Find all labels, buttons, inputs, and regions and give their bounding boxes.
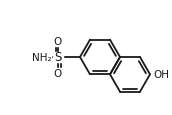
Text: NH₂: NH₂ bbox=[32, 53, 52, 62]
Text: S: S bbox=[54, 51, 62, 64]
Bar bbox=[53, 37, 63, 47]
Bar bbox=[53, 53, 63, 62]
Bar bbox=[33, 52, 51, 63]
Text: O: O bbox=[54, 37, 62, 47]
Bar bbox=[152, 70, 170, 80]
Text: OH: OH bbox=[153, 70, 169, 80]
Text: O: O bbox=[54, 68, 62, 78]
Bar bbox=[53, 68, 63, 78]
